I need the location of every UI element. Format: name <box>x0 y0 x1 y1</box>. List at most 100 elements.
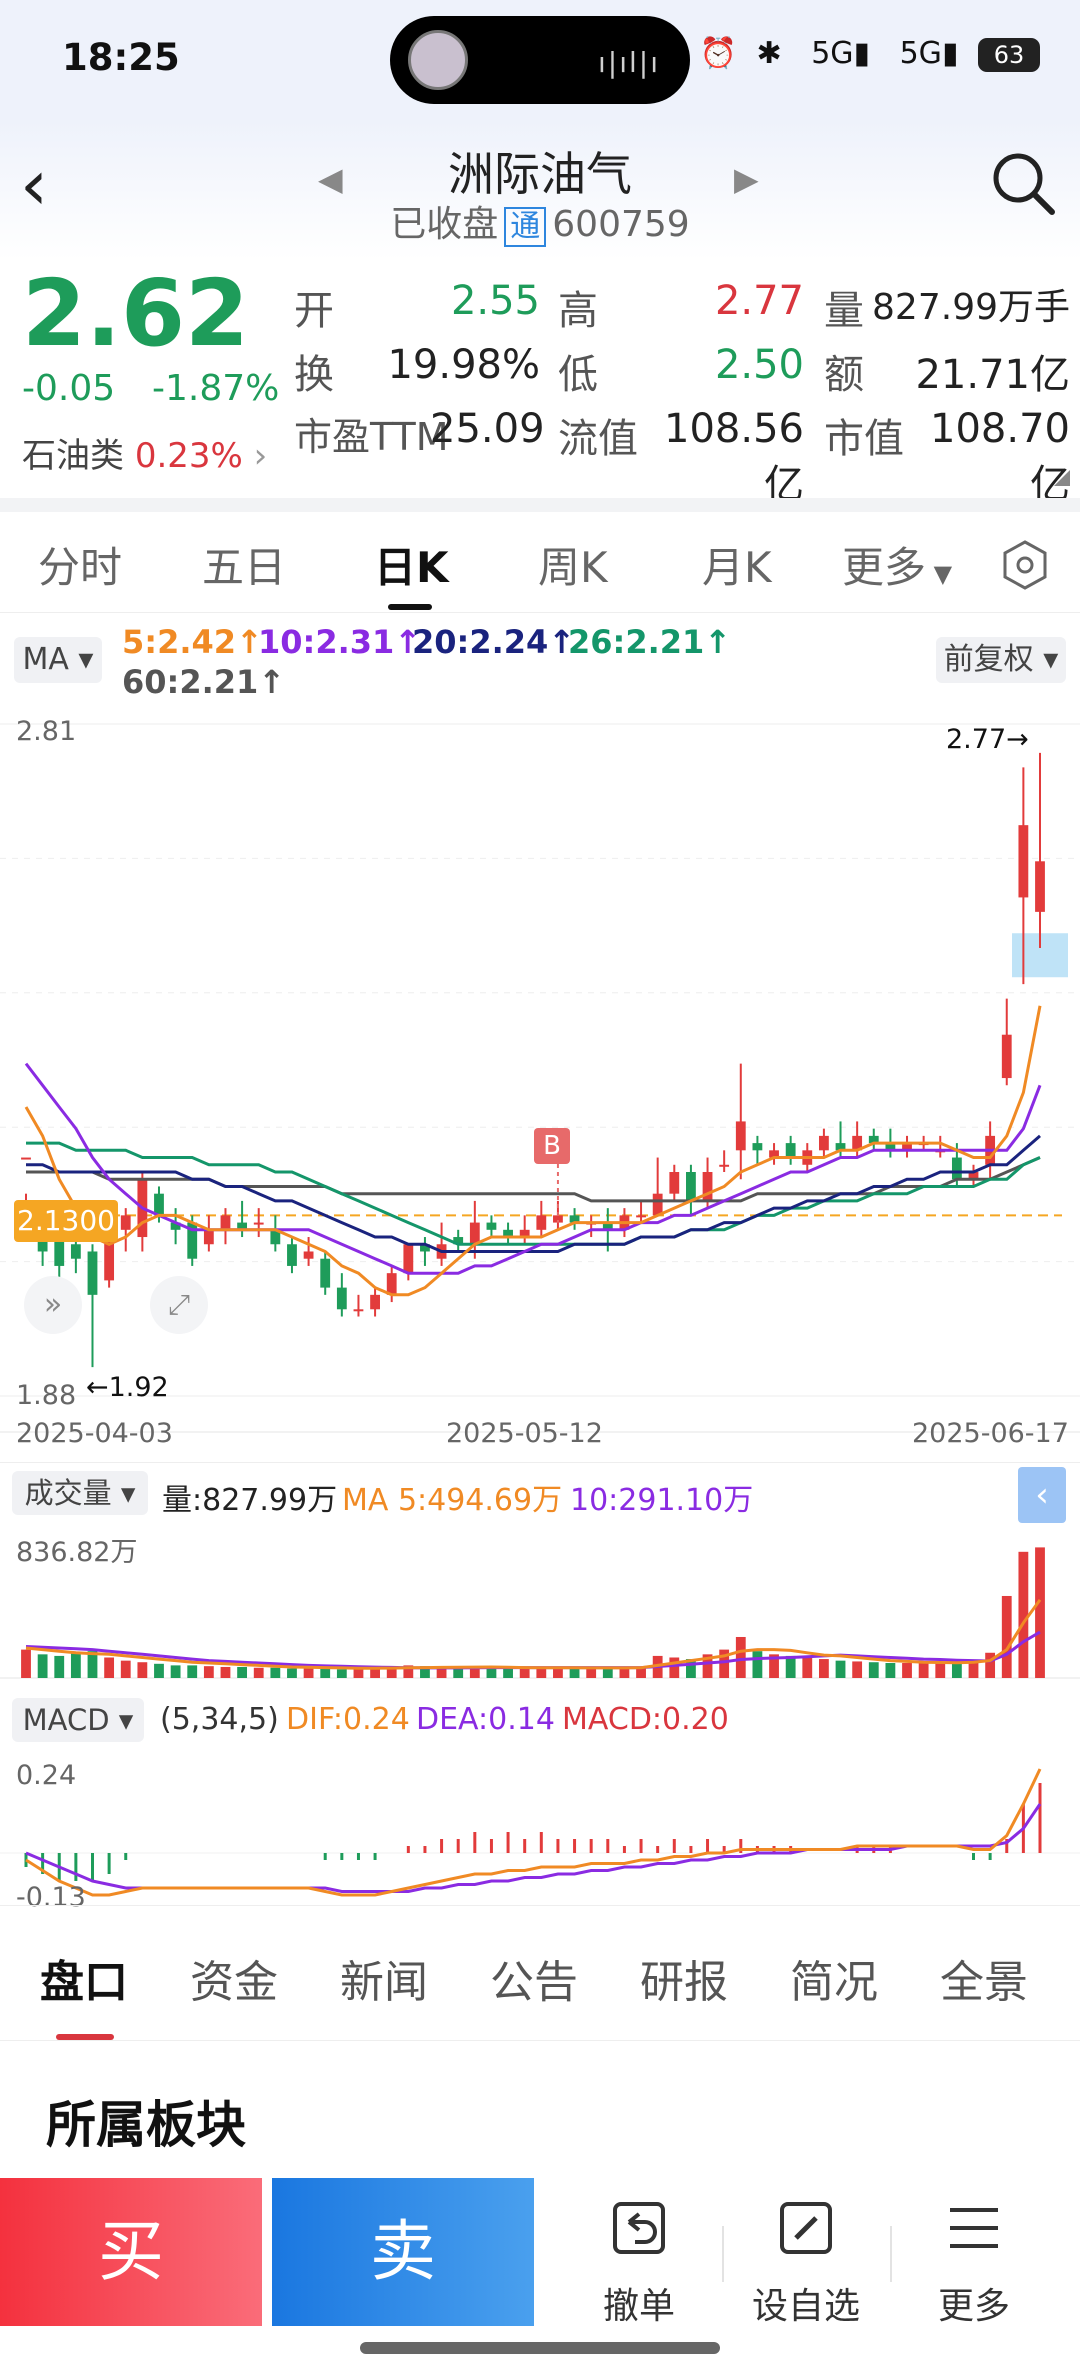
date-mid: 2025-05-12 <box>446 1418 603 1449</box>
candle-body <box>569 1215 580 1223</box>
tab-fenshi[interactable]: 分时 <box>38 543 123 592</box>
tab-pankou[interactable]: 盘口 <box>40 1957 128 2008</box>
status-bar: 18:25 ı|ıl|ı ⏰ ✱ 5G▮ 5G▮ 63 <box>0 0 1080 120</box>
caret-down-icon: ▼ <box>926 560 953 588</box>
ma26-line <box>26 1141 1041 1246</box>
signal-icon: 5G▮ <box>811 36 871 71</box>
tab-profile[interactable]: 简况 <box>790 1957 878 2008</box>
tab-announcements[interactable]: 公告 <box>490 1957 578 2008</box>
settings-hex-icon[interactable] <box>998 538 1052 592</box>
open-value: 2.55 <box>450 278 540 324</box>
volume-bar <box>985 1652 996 1678</box>
add-watchlist-label: 设自选 <box>751 2286 860 2327</box>
edit-icon <box>780 2202 832 2254</box>
volume-bar <box>420 1666 430 1678</box>
volume-bar <box>818 1659 829 1678</box>
sell-button[interactable]: 卖 <box>272 2178 534 2326</box>
adjust-selector[interactable]: 前复权 ▾ <box>936 637 1066 683</box>
tab-more[interactable]: 更多 ▼ <box>842 543 953 592</box>
sector-link[interactable]: 石油类 0.23% › <box>22 428 267 477</box>
cancel-order-button[interactable]: 撤单 <box>564 2198 714 2329</box>
macd-dea: DEA:0.14 <box>416 1702 555 1737</box>
bluetooth-icon: ✱ <box>756 36 782 71</box>
tab-research[interactable]: 研报 <box>640 1957 728 2008</box>
tab-daily-k[interactable]: 日K <box>374 543 449 592</box>
volume-bar <box>353 1669 364 1678</box>
home-indicator[interactable] <box>360 2342 720 2354</box>
tab-monthly-k[interactable]: 月K <box>702 543 772 592</box>
price-tag: 2.1300 <box>14 1200 118 1242</box>
battery-icon: 63 <box>978 37 1040 72</box>
active-tab-indicator-bottom <box>56 2034 114 2040</box>
ma5-line <box>24 1005 1042 1297</box>
stock-header: ‹ ◀ ▶ 洲际油气 已收盘通 600759 <box>0 120 1080 260</box>
candle-body <box>702 1172 713 1201</box>
turnover-label: 换 <box>294 352 334 398</box>
expand-corner-icon[interactable] <box>1054 470 1070 486</box>
volume-ma5: MA 5:494.69万 <box>342 1483 563 1518</box>
search-icon[interactable] <box>988 148 1058 218</box>
volume-bar <box>868 1662 879 1678</box>
amount-value: 21.71亿 <box>915 352 1070 398</box>
candle-body <box>403 1244 414 1274</box>
candle-body <box>386 1273 397 1295</box>
volume-bar <box>1001 1595 1012 1678</box>
collapse-panel-icon[interactable]: ‹ <box>1018 1467 1066 1523</box>
candle-body <box>303 1251 314 1259</box>
tab-five-day[interactable]: 五日 <box>202 543 287 592</box>
sector-name: 石油类 <box>22 436 124 476</box>
buy-button[interactable]: 买 <box>0 2178 262 2326</box>
candle-body <box>336 1287 347 1310</box>
macd-selector[interactable]: MACD ▾ <box>12 1698 144 1742</box>
tab-funds[interactable]: 资金 <box>190 1957 278 2008</box>
prev-stock-icon[interactable]: ◀ <box>318 160 343 198</box>
macd-dif-line <box>25 1768 1042 1897</box>
status-icons: ⏰ ✱ 5G▮ 5G▮ 63 <box>690 36 1040 72</box>
tab-panorama[interactable]: 全景 <box>940 1957 1028 2008</box>
volume-bar <box>453 1667 464 1678</box>
float-cap-label: 流值 <box>558 416 638 462</box>
volume-bar <box>370 1668 380 1678</box>
high-value: 2.77 <box>714 278 804 324</box>
back-icon[interactable]: ‹ <box>20 144 48 226</box>
volume-bar <box>885 1663 896 1678</box>
candle-body <box>170 1222 181 1230</box>
volume-bar <box>54 1655 65 1678</box>
macd-min-label: -0.13 <box>16 1882 86 1913</box>
macd-max-label: 0.24 <box>16 1760 77 1791</box>
fullscreen-icon[interactable]: ⤢ <box>150 1276 208 1334</box>
more-button[interactable]: 更多 <box>899 2198 1049 2329</box>
volume-bar <box>735 1636 746 1678</box>
volume-selector[interactable]: 成交量 ▾ <box>12 1471 148 1515</box>
candle-body <box>686 1172 696 1201</box>
tab-weekly-k[interactable]: 周K <box>538 543 608 592</box>
candle-body <box>868 1135 879 1144</box>
volume-bar <box>918 1662 929 1678</box>
ma-legend: MA ▾ 5:2.42↑ 10:2.31↑ 20:2.24↑ 26:2.21↑ … <box>0 612 1080 712</box>
kline-chart[interactable] <box>0 710 1080 1905</box>
ma10-line <box>24 1062 1042 1275</box>
add-watchlist-button[interactable]: 设自选 <box>731 2198 881 2329</box>
buy-marker[interactable]: B <box>534 1128 570 1164</box>
next-stock-icon[interactable]: ▶ <box>734 160 759 198</box>
media-avatar-icon <box>408 30 468 90</box>
turnover-value: 19.98% <box>387 342 540 388</box>
tab-news[interactable]: 新闻 <box>340 1957 428 2008</box>
ma20-value: 20:2.24↑ <box>412 623 576 661</box>
candle-body <box>1001 1034 1012 1079</box>
volume-bar <box>469 1666 480 1678</box>
dynamic-island[interactable]: ı|ıl|ı <box>390 16 690 104</box>
fast-forward-icon[interactable]: » <box>24 1276 82 1334</box>
candle-body <box>902 1143 912 1151</box>
volume-bar <box>602 1668 613 1678</box>
volume-bar <box>287 1668 297 1678</box>
active-tab-indicator <box>388 604 432 610</box>
candle-body <box>54 1237 65 1266</box>
volume-bar <box>386 1666 397 1678</box>
ma-selector[interactable]: MA ▾ <box>14 637 102 683</box>
candle-body <box>21 1157 31 1160</box>
volume-bar <box>137 1662 148 1678</box>
market-status: 已收盘 <box>390 204 499 245</box>
candle-body <box>486 1222 497 1230</box>
period-tabs: 分时 五日 日K 周K 月K 更多 ▼ <box>0 512 1080 612</box>
